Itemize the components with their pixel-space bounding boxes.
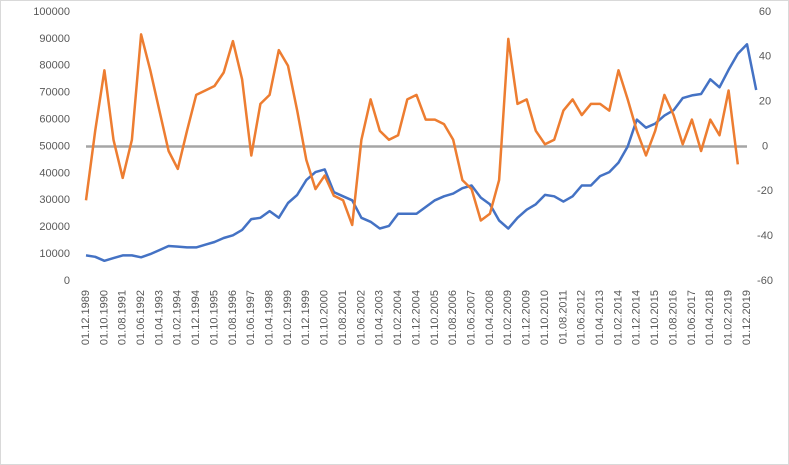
series-line bbox=[85, 43, 758, 263]
x-tick-label: 01.12.2004 bbox=[410, 290, 422, 345]
x-tick-label: 01.02.1994 bbox=[172, 290, 184, 345]
y-tick-label: 90000 bbox=[39, 33, 70, 45]
x-tick-label: 01.06.2017 bbox=[686, 290, 698, 345]
y2-tick-label: 0 bbox=[762, 140, 768, 152]
x-tick-label: 01.12.2014 bbox=[631, 290, 643, 345]
y-tick-label: 80000 bbox=[39, 60, 70, 72]
x-tick-label: 01.04.1998 bbox=[264, 290, 276, 345]
x-tick-label: 01.04.2008 bbox=[484, 290, 496, 345]
x-tick-label: 01.10.1990 bbox=[98, 290, 110, 345]
x-tick-label: 01.10.2000 bbox=[319, 290, 331, 345]
y2-tick-label: -40 bbox=[757, 230, 773, 242]
x-tick-label: 01.12.1999 bbox=[300, 290, 312, 345]
x-tick-label: 01.02.2004 bbox=[392, 290, 404, 345]
x-tick-label: 01.08.2001 bbox=[337, 290, 349, 345]
y-tick-label: 20000 bbox=[39, 221, 70, 233]
x-tick-label: 01.08.2006 bbox=[447, 290, 459, 345]
x-tick-label: 01.10.2005 bbox=[429, 290, 441, 345]
x-tick-label: 01.08.1991 bbox=[117, 290, 129, 345]
y-tick-label: 60000 bbox=[39, 114, 70, 126]
y2-tick-label: 40 bbox=[759, 51, 771, 63]
y-tick-label: 70000 bbox=[39, 87, 70, 99]
x-tick-label: 01.12.2009 bbox=[521, 290, 533, 345]
x-tick-label: 01.04.2018 bbox=[704, 290, 716, 345]
y2-tick-label: 60 bbox=[759, 6, 771, 18]
x-tick-label: 01.12.1989 bbox=[80, 290, 92, 345]
x-tick-label: 01.12.2019 bbox=[741, 290, 753, 345]
x-tick-label: 01.10.2015 bbox=[649, 290, 661, 345]
x-tick-label: 01.06.1997 bbox=[245, 290, 257, 345]
x-tick-label: 01.08.1996 bbox=[227, 290, 239, 345]
y-tick-label: 40000 bbox=[39, 167, 70, 179]
y-tick-label: 10000 bbox=[39, 248, 70, 260]
x-tick-label: 01.06.1992 bbox=[135, 290, 147, 345]
series-line bbox=[84, 33, 740, 227]
x-tick-label: 01.10.1995 bbox=[208, 290, 220, 345]
y-tick-label: 100000 bbox=[33, 6, 70, 18]
x-tick-label: 01.08.2011 bbox=[557, 290, 569, 344]
x-tick-label: 01.04.2013 bbox=[594, 290, 606, 345]
x-tick-label: 01.12.1994 bbox=[190, 290, 202, 345]
x-tick-label: 01.08.2016 bbox=[667, 290, 679, 345]
x-tick-label: 01.02.2019 bbox=[723, 290, 735, 345]
y-tick-label: 30000 bbox=[39, 194, 70, 206]
x-tick-label: 01.02.2009 bbox=[502, 290, 514, 345]
x-tick-label: 01.06.2007 bbox=[465, 290, 477, 345]
y2-tick-label: -20 bbox=[757, 185, 773, 197]
x-tick-label: 01.10.2010 bbox=[539, 290, 551, 345]
x-tick-label: 01.02.1999 bbox=[282, 290, 294, 345]
x-tick-label: 01.06.2002 bbox=[355, 290, 367, 345]
x-tick-label: 01.04.1993 bbox=[153, 290, 165, 345]
x-tick-label: 01.04.2003 bbox=[374, 290, 386, 345]
y2-tick-label: -60 bbox=[757, 275, 773, 287]
x-tick-label: 01.06.2012 bbox=[576, 290, 588, 345]
y2-tick-label: 20 bbox=[759, 96, 771, 108]
y-tick-label: 50000 bbox=[39, 140, 70, 152]
x-tick-label: 01.02.2014 bbox=[612, 290, 624, 345]
y-tick-label: 0 bbox=[64, 275, 70, 287]
